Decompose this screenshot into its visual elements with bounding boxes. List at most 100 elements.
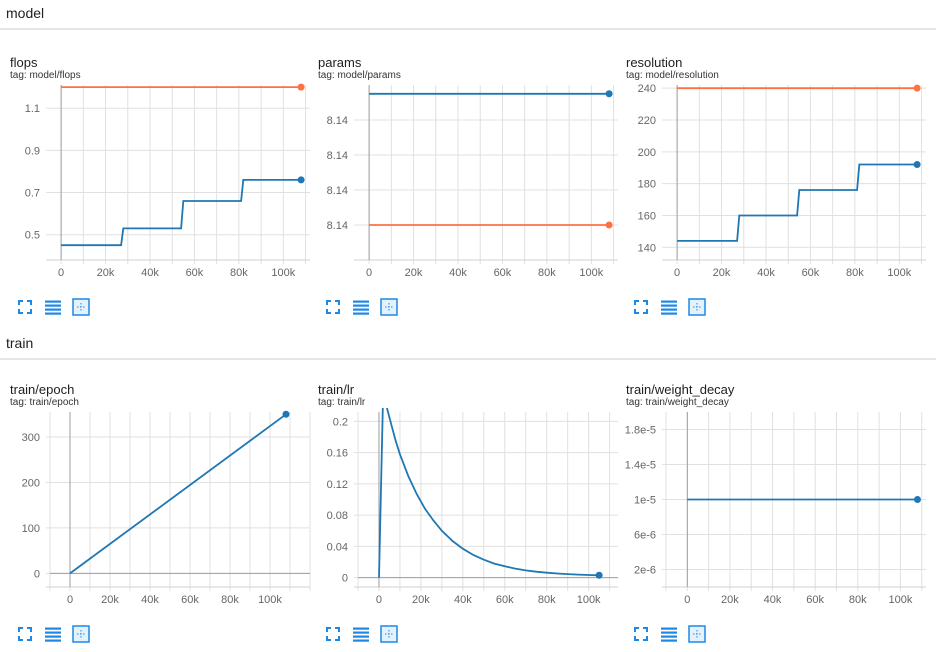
fit-domain-button[interactable]: [688, 298, 706, 316]
card-title: flops: [10, 55, 38, 70]
fit-domain-icon: [72, 298, 90, 316]
chart-card-train-epoch: train/epoch tag: train/epoch 0 100 200 300 0…: [10, 382, 320, 652]
fullscreen-button[interactable]: [632, 298, 650, 316]
y-tick-label: 1.8e-5: [625, 425, 656, 437]
series-line: [378, 408, 600, 578]
fullscreen-button[interactable]: [324, 625, 342, 643]
y-tick-label: 300: [22, 432, 40, 444]
toggle-log-scale-button[interactable]: [44, 625, 62, 643]
fit-domain-icon: [380, 625, 398, 643]
line-chart: 8.14 8.14 8.14 8.14 0 20k 40k 60k 80k 100k: [327, 85, 618, 279]
fit-domain-icon: [72, 625, 90, 643]
x-tick-label: 100k: [579, 267, 603, 279]
line-chart: 0 100 200 300 0 20k 40k 60k 80k 100k: [22, 410, 311, 606]
line-chart: 0 0.04 0.08 0.12 0.16 0.2 0 20k 40k 60k 80k 100k: [327, 408, 618, 606]
section-header-train[interactable]: train: [0, 330, 936, 360]
y-tick-label: 8.14: [327, 220, 348, 232]
x-tick-label: 20k: [721, 594, 739, 606]
fit-domain-icon: [380, 298, 398, 316]
toggle-log-scale-button[interactable]: [660, 625, 678, 643]
y-tick-label: 8.14: [327, 185, 348, 197]
card-title: params: [318, 55, 362, 70]
y-tick-label: 6e-6: [634, 530, 656, 542]
y-tick-label: 140: [638, 242, 656, 254]
fullscreen-icon: [634, 627, 648, 641]
y-tick-label: 0: [342, 573, 348, 585]
chart-card-flops: flops tag: model/flops 0.5 0.7 0.9 1.1 0 20k 4…: [10, 55, 320, 325]
line-chart: 140 160 180 200 220 240 0 20k 40k 60k 80k 100k: [638, 83, 926, 279]
x-tick-label: 20k: [97, 267, 115, 279]
y-tick-label: 0: [34, 568, 40, 580]
series-end-point: [605, 221, 613, 229]
y-tick-label: 160: [638, 210, 656, 222]
x-tick-label: 40k: [764, 594, 782, 606]
toggle-log-icon: [353, 300, 369, 315]
x-tick-label: 100k: [577, 594, 601, 606]
x-tick-label: 0: [58, 267, 64, 279]
chart-card-train-weight-decay: train/weight_decay tag: train/weight_dec…: [625, 382, 936, 652]
y-tick-label: 240: [638, 83, 656, 95]
x-tick-label: 100k: [258, 594, 282, 606]
y-tick-label: 200: [22, 477, 40, 489]
toggle-log-scale-button[interactable]: [44, 298, 62, 316]
fit-domain-button[interactable]: [380, 625, 398, 643]
x-tick-label: 20k: [713, 267, 731, 279]
series-line: [69, 413, 287, 575]
x-tick-label: 0: [67, 594, 73, 606]
toggle-log-scale-button[interactable]: [352, 625, 370, 643]
fullscreen-button[interactable]: [632, 625, 650, 643]
fit-domain-button[interactable]: [380, 298, 398, 316]
fit-domain-button[interactable]: [72, 298, 90, 316]
series-end-point: [913, 161, 921, 169]
card-toolbar: [16, 624, 90, 644]
y-tick-label: 0.08: [327, 510, 348, 522]
y-tick-label: 200: [638, 147, 656, 159]
x-tick-label: 80k: [221, 594, 239, 606]
card-title: train/lr: [318, 382, 355, 397]
chart-card-train-lr: train/lr tag: train/lr 0 0.04 0.08 0.12 0.16…: [318, 382, 628, 652]
card-toolbar: [632, 624, 706, 644]
fullscreen-button[interactable]: [16, 625, 34, 643]
x-tick-label: 60k: [181, 594, 199, 606]
card-tag: tag: model/params: [318, 70, 401, 81]
fit-domain-button[interactable]: [72, 625, 90, 643]
toggle-log-icon: [661, 300, 677, 315]
fullscreen-icon: [326, 300, 340, 314]
y-tick-label: 0.04: [327, 541, 348, 553]
y-tick-label: 0.2: [333, 416, 348, 428]
x-tick-label: 40k: [141, 267, 159, 279]
series-end-point: [605, 90, 613, 98]
toggle-log-icon: [661, 627, 677, 642]
toggle-log-scale-button[interactable]: [660, 298, 678, 316]
series-end-point: [282, 410, 290, 418]
y-tick-label: 0.9: [25, 145, 40, 157]
x-tick-label: 80k: [538, 594, 556, 606]
x-tick-label: 0: [674, 267, 680, 279]
card-toolbar: [632, 297, 706, 317]
toggle-log-scale-button[interactable]: [352, 298, 370, 316]
x-tick-label: 60k: [806, 594, 824, 606]
fullscreen-button[interactable]: [324, 298, 342, 316]
x-tick-label: 80k: [846, 267, 864, 279]
fit-domain-button[interactable]: [688, 625, 706, 643]
x-tick-label: 0: [376, 594, 382, 606]
x-tick-label: 100k: [271, 267, 295, 279]
y-tick-label: 180: [638, 179, 656, 191]
series-end-point: [595, 571, 603, 579]
fullscreen-icon: [18, 627, 32, 641]
fit-domain-icon: [688, 298, 706, 316]
fullscreen-icon: [634, 300, 648, 314]
fullscreen-icon: [18, 300, 32, 314]
card-tag: tag: train/lr: [318, 397, 366, 408]
y-tick-label: 1.4e-5: [625, 460, 656, 472]
line-chart: 2e-6 6e-6 1e-5 1.4e-5 1.8e-5 0 20k 40k 60k 80k 100…: [625, 412, 926, 606]
y-tick-label: 0.12: [327, 479, 348, 491]
series-end-point: [297, 176, 305, 184]
fit-domain-icon: [688, 625, 706, 643]
x-tick-label: 40k: [454, 594, 472, 606]
chart-card-params: params tag: model/params 8.14 8.14 8.14 8.1…: [318, 55, 628, 325]
fullscreen-button[interactable]: [16, 298, 34, 316]
section-header-model[interactable]: model: [0, 0, 936, 30]
x-tick-label: 20k: [101, 594, 119, 606]
y-tick-label: 0.5: [25, 230, 40, 242]
